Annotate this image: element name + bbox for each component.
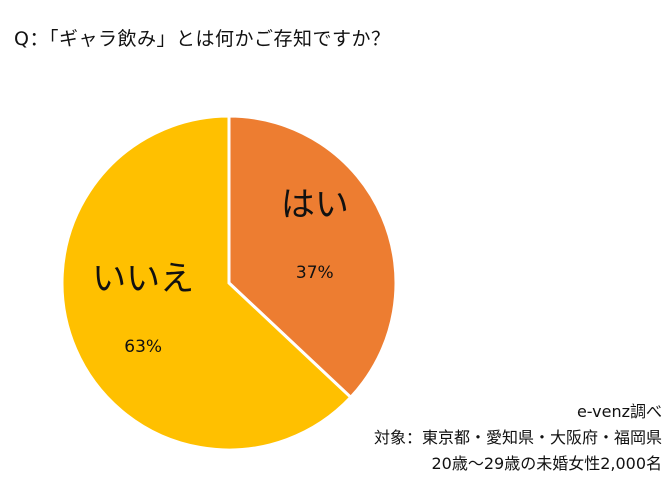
source-note: e-venz調べ xyxy=(576,402,662,421)
slice-category-label: はい xyxy=(281,185,349,225)
slice-value-label: 37% xyxy=(296,263,334,283)
target-note: 対象：東京都・愛知県・大阪府・福岡県 xyxy=(373,428,662,447)
pie-slice-1 xyxy=(227,114,398,400)
pie-slices xyxy=(60,114,398,452)
slice-category-label: いいえ xyxy=(92,259,194,299)
sample-note: 20歳〜29歳の未婚女性2,000名 xyxy=(431,454,662,473)
pie-slice-2 xyxy=(60,114,353,452)
slice-value-label: 63% xyxy=(124,337,162,357)
question-title: Q：「ギャラ飲み」とは何かご存知ですか？ xyxy=(14,28,391,50)
chart-notes: e-venz調べ 対象：東京都・愛知県・大阪府・福岡県 20歳〜29歳の未婚女性… xyxy=(374,399,662,477)
pie-labels: はい 37% いいえ 63% xyxy=(92,185,349,357)
